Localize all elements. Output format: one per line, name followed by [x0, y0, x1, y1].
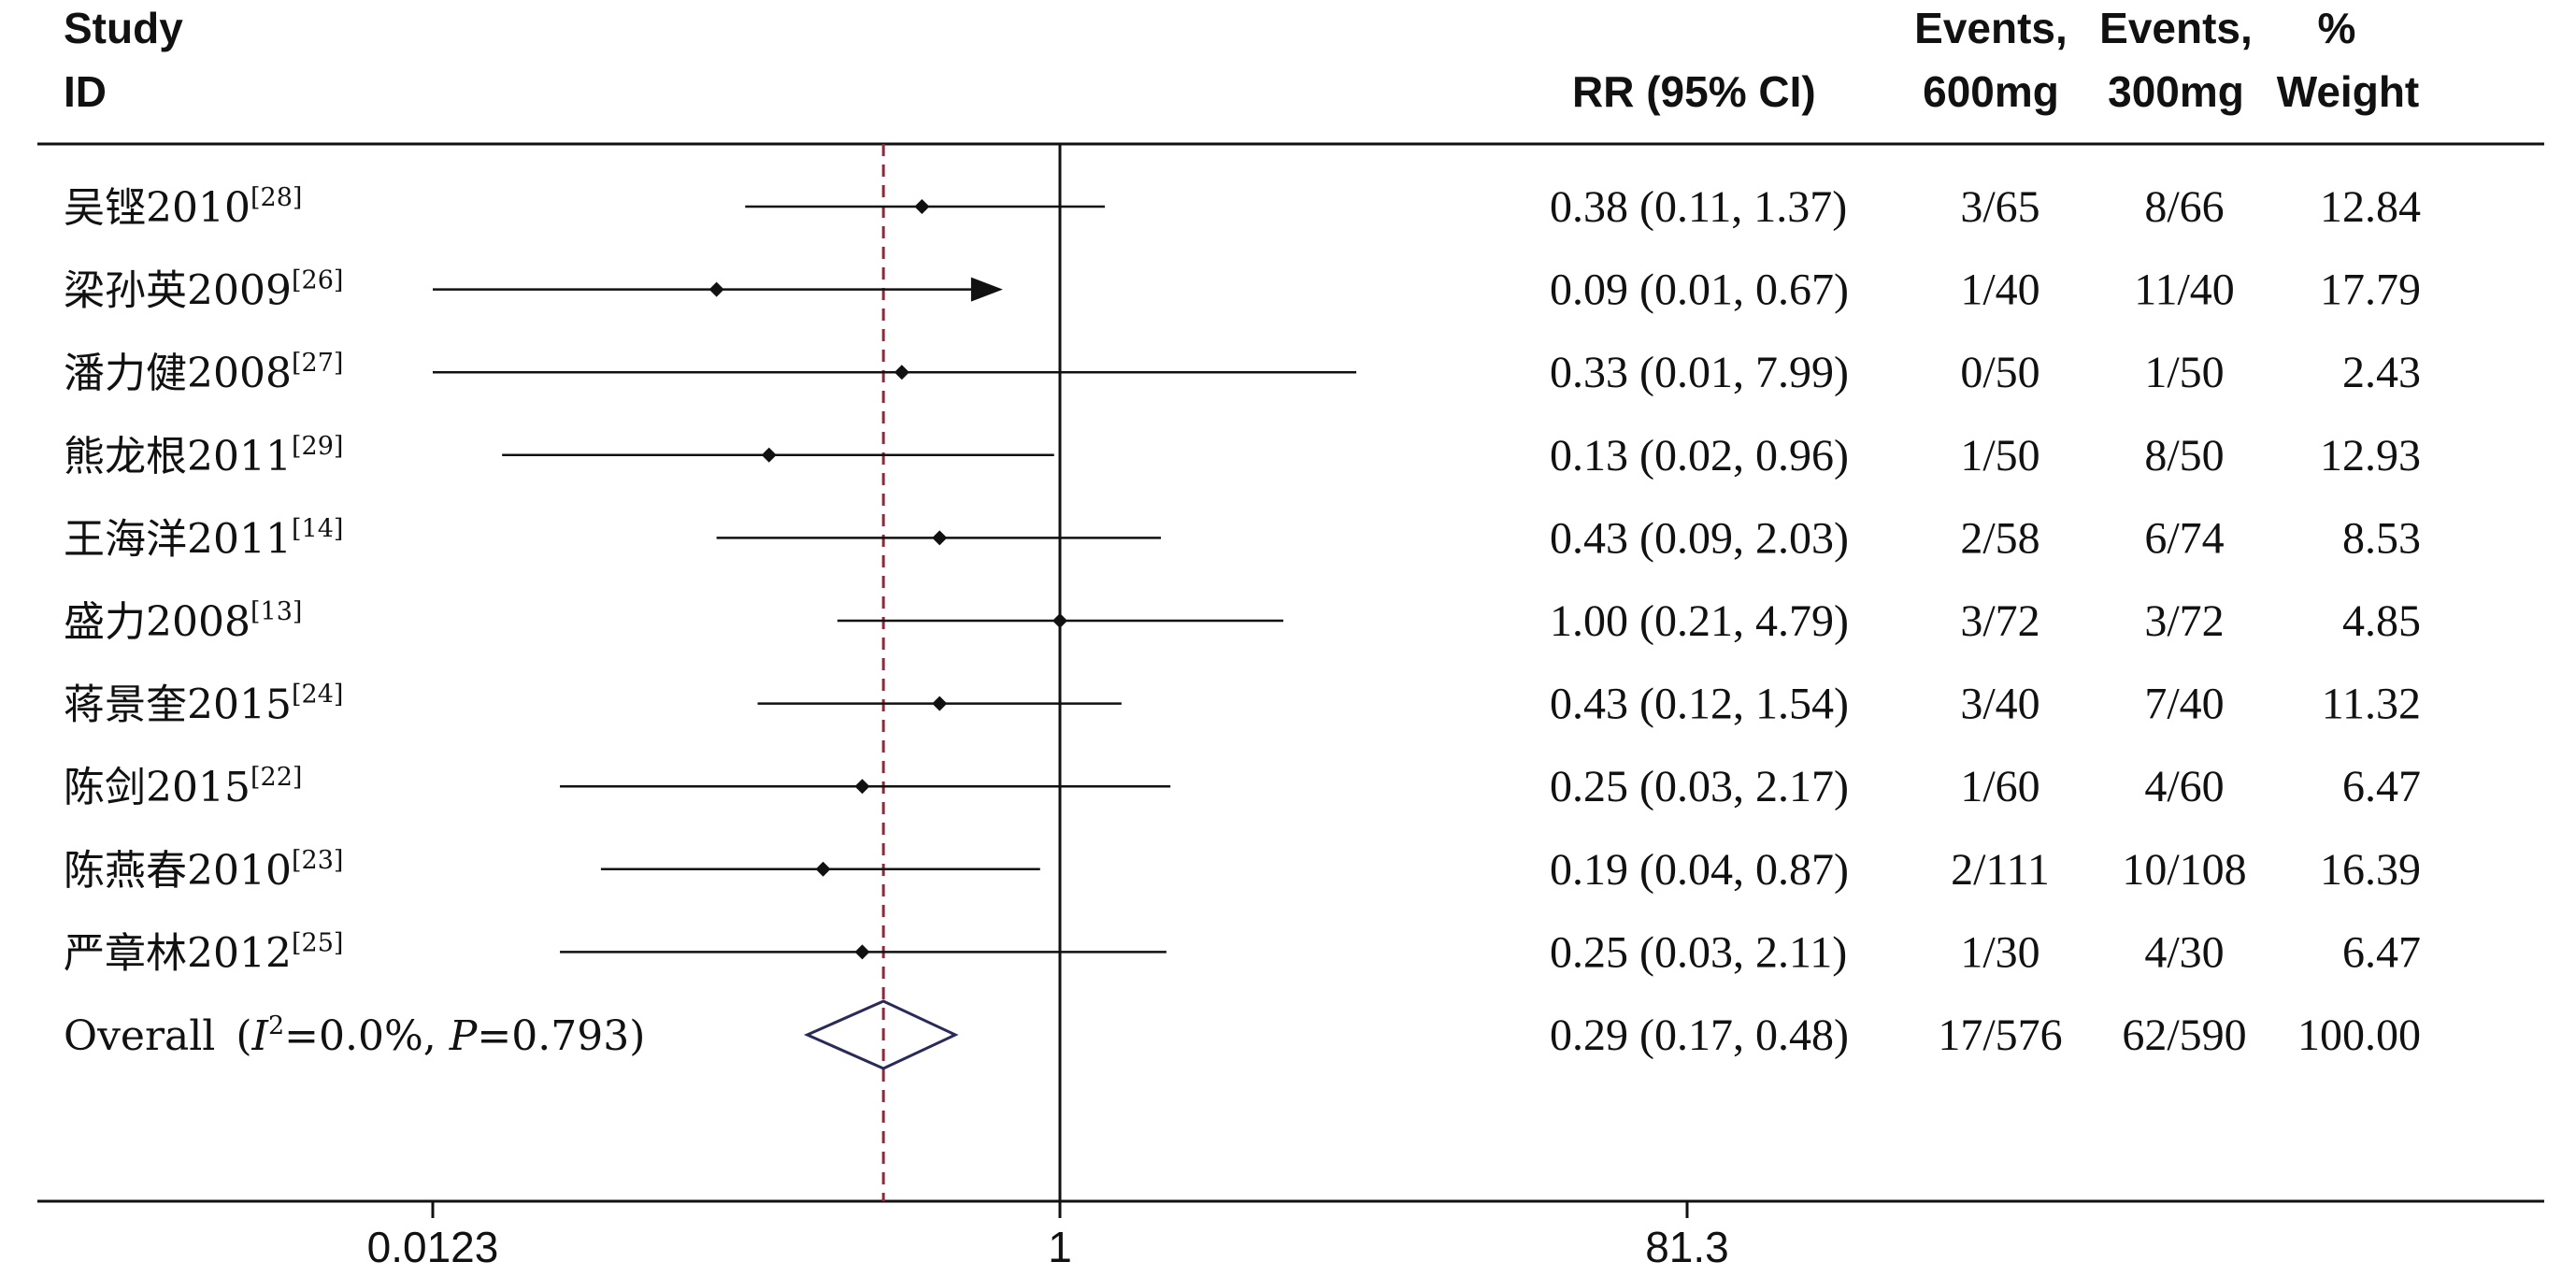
header-weight-line2: Weight: [2277, 67, 2419, 116]
rr-ci-value: 1.00 (0.21, 4.79): [1550, 596, 1849, 646]
rr-ci-value: 0.43 (0.09, 2.03): [1550, 513, 1849, 563]
study-reference: [26]: [292, 266, 343, 295]
header-weight-line1: %: [2318, 4, 2356, 52]
weight-value: 16.39: [2320, 845, 2421, 895]
overall-label-part: I: [251, 1012, 270, 1060]
weight-value: 4.85: [2342, 596, 2421, 646]
study-label: 陈剑2015[22]: [64, 763, 302, 811]
study-label: 潘力健2008[27]: [64, 349, 343, 397]
x-tick-label: 1: [1048, 1223, 1072, 1271]
overall-label-part: Overall (: [64, 1012, 252, 1060]
weight-value: 6.47: [2342, 927, 2421, 977]
events-600mg: 1/50: [1960, 431, 2039, 480]
x-tick-label: 81.3: [1645, 1223, 1729, 1271]
rows-layer: 吴铿2010[28] 0.38 (0.11, 1.37) 3/65 8/66 12.84…: [64, 144, 2421, 1201]
events-300mg: 8/50: [2144, 431, 2224, 480]
rr-ci-value: 0.38 (0.11, 1.37): [1550, 182, 1847, 232]
events-300mg: 8/66: [2144, 182, 2224, 232]
events-300mg: 1/50: [2144, 348, 2224, 397]
overall-weight: 100.00: [2297, 1011, 2421, 1060]
weight-value: 6.47: [2342, 762, 2421, 811]
overall-label-part: 2: [268, 1011, 284, 1040]
events-600mg: 3/72: [1960, 596, 2039, 646]
events-300mg: 7/40: [2144, 680, 2224, 729]
events-600mg: 1/40: [1960, 265, 2039, 315]
rr-ci-value: 0.19 (0.04, 0.87): [1550, 845, 1849, 895]
study-reference: [13]: [250, 597, 302, 626]
x-tick-label: 0.0123: [367, 1223, 499, 1271]
study-label: 熊龙根2011[29]: [64, 432, 343, 480]
header-events-600-line2: 600mg: [1923, 67, 2059, 116]
study-reference: [23]: [292, 846, 343, 875]
header-study: Study: [64, 4, 183, 52]
weight-value: 12.93: [2320, 431, 2421, 480]
events-600mg: 2/58: [1960, 513, 2039, 563]
header-rr-ci: RR (95% CI): [1572, 67, 1816, 116]
header-events-300-line1: Events,: [2099, 4, 2253, 52]
rr-ci-value: 0.09 (0.01, 0.67): [1550, 265, 1849, 315]
study-reference: [28]: [250, 183, 302, 212]
point-estimate: [894, 365, 909, 380]
overall-label-part: =0.0%,: [284, 1012, 450, 1060]
study-reference: [22]: [250, 763, 302, 792]
study-reference: [27]: [292, 349, 343, 378]
study-label: 梁孙英2009[26]: [64, 266, 343, 315]
header-events-300-line2: 300mg: [2108, 67, 2244, 116]
study-label: 盛力2008[13]: [64, 597, 302, 646]
overall-rr-ci-value: 0.29 (0.17, 0.48): [1550, 1011, 1849, 1060]
study-label: 蒋景奎2015[24]: [64, 681, 343, 729]
study-label: 吴铿2010[28]: [64, 183, 302, 232]
overall-label: Overall (I2=0.0%, P=0.793): [64, 1011, 645, 1060]
rr-ci-value: 0.25 (0.03, 2.11): [1550, 927, 1847, 977]
point-estimate: [761, 447, 777, 463]
point-estimate: [1052, 613, 1067, 628]
x-ticks: 0.0123 1 81.3: [367, 1201, 1729, 1271]
weight-value: 11.32: [2322, 680, 2421, 729]
overall-events-600mg: 17/576: [1938, 1011, 2062, 1060]
point-estimate: [815, 861, 831, 877]
events-600mg: 3/40: [1960, 680, 2039, 729]
study-reference: [25]: [292, 928, 343, 957]
overall-events-300mg: 62/590: [2122, 1011, 2246, 1060]
rr-ci-value: 0.43 (0.12, 1.54): [1550, 680, 1849, 729]
study-reference: [29]: [292, 432, 343, 461]
study-reference: [14]: [292, 514, 343, 543]
events-600mg: 3/65: [1960, 182, 2039, 232]
header-id: ID: [64, 67, 107, 116]
point-estimate: [932, 530, 948, 546]
ci-arrow: [970, 277, 1003, 302]
events-300mg: 3/72: [2144, 596, 2224, 646]
study-label: 王海洋2011[14]: [64, 514, 343, 563]
weight-value: 2.43: [2342, 348, 2421, 397]
weight-value: 8.53: [2342, 513, 2421, 563]
point-estimate: [932, 695, 948, 711]
events-300mg: 10/108: [2122, 845, 2246, 895]
point-estimate: [854, 779, 870, 795]
overall-label-part: P: [449, 1012, 479, 1060]
events-600mg: 1/60: [1960, 762, 2039, 811]
events-300mg: 4/60: [2144, 762, 2224, 811]
events-300mg: 4/30: [2144, 927, 2224, 977]
events-300mg: 6/74: [2144, 513, 2224, 563]
weight-value: 17.79: [2320, 265, 2421, 315]
header-events-600-line1: Events,: [1914, 4, 2068, 52]
study-reference: [24]: [292, 681, 343, 710]
study-label: 严章林2012[25]: [64, 928, 343, 977]
point-estimate: [914, 199, 930, 214]
overall-label-part: =0.793): [477, 1012, 645, 1060]
weight-value: 12.84: [2320, 182, 2421, 232]
study-label: 陈燕春2010[23]: [64, 846, 343, 895]
point-estimate: [854, 944, 870, 960]
events-600mg: 0/50: [1960, 348, 2039, 397]
events-600mg: 1/30: [1960, 927, 2039, 977]
rr-ci-value: 0.13 (0.02, 0.96): [1550, 431, 1849, 480]
rr-ci-value: 0.25 (0.03, 2.17): [1550, 762, 1849, 811]
rr-ci-value: 0.33 (0.01, 7.99): [1550, 348, 1849, 397]
events-600mg: 2/111: [1951, 845, 2050, 895]
overall-diamond: [803, 999, 959, 1070]
point-estimate: [708, 281, 724, 297]
events-300mg: 11/40: [2134, 265, 2235, 315]
